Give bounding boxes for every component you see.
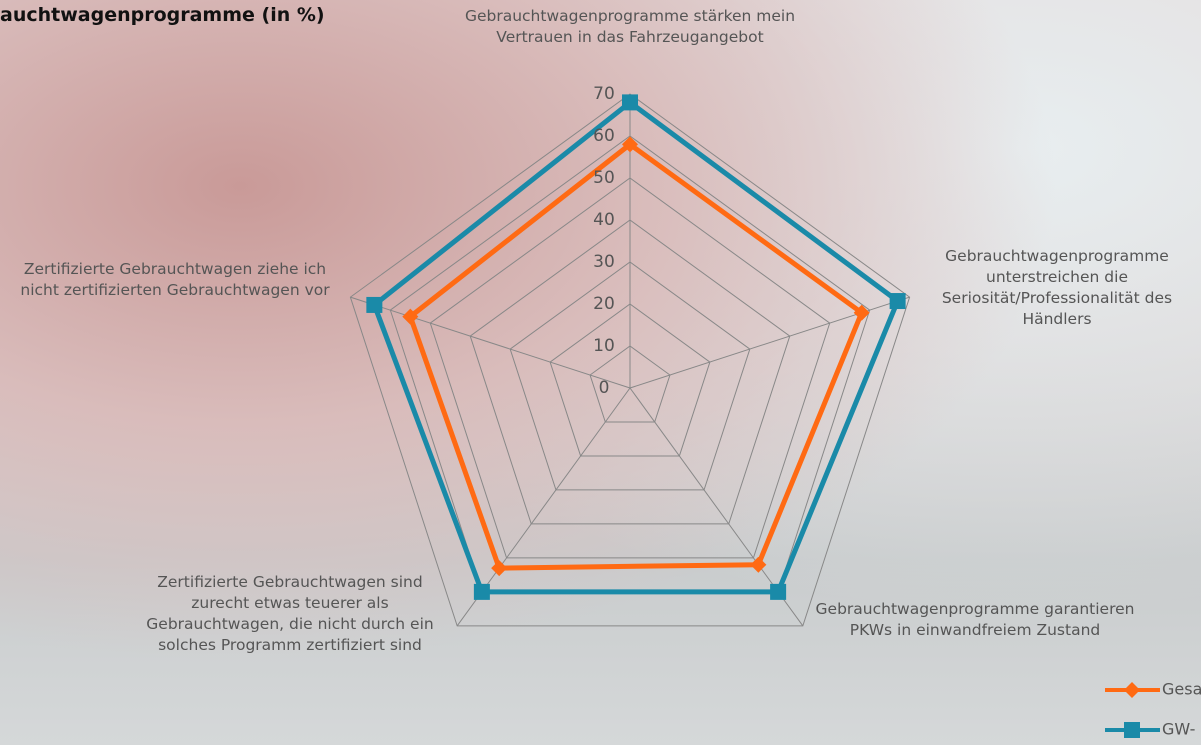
data-point	[853, 304, 870, 321]
y-tick-label: 70	[593, 84, 615, 104]
data-point	[622, 94, 638, 111]
grid-line	[589, 345, 671, 423]
y-tick-label: 50	[593, 168, 615, 188]
legend-marker	[1124, 722, 1140, 738]
spoke	[350, 296, 631, 389]
grid-line	[429, 177, 831, 559]
series-line	[371, 99, 901, 595]
category-label: Zertifizierte Gebrauchtwagen ziehe ich n…	[20, 260, 330, 299]
data-point	[750, 556, 767, 573]
data-point	[622, 136, 638, 153]
data-point	[491, 560, 508, 577]
data-point	[402, 308, 419, 325]
grid-line	[509, 261, 751, 491]
y-tick-label: 20	[593, 294, 615, 314]
category-label: Gebrauchtwagenprogramme stärken mein Ver…	[464, 7, 796, 46]
category-label: Zertifizierte Gebrauchtwagen sind zurech…	[146, 573, 434, 654]
grid-line	[549, 303, 711, 457]
legend-label: GW-	[1162, 720, 1195, 739]
chart-title: auchtwagenprogramme (in %)	[0, 4, 325, 26]
y-tick-label: 10	[593, 336, 615, 356]
y-tick-label: 0	[599, 378, 610, 398]
y-tick-label: 30	[593, 252, 615, 272]
y-tick-label: 40	[593, 210, 615, 230]
data-point	[889, 293, 906, 310]
legend-marker	[1124, 682, 1140, 698]
category-label: Gebrauchtwagenprogramme garantieren PKWs…	[815, 600, 1135, 639]
data-point	[366, 296, 383, 313]
y-tick-label: 60	[593, 126, 615, 146]
series-line	[407, 141, 865, 571]
data-point	[770, 583, 787, 600]
category-label: Gebrauchtwagenprogramme unterstreichen d…	[941, 247, 1173, 328]
legend-label: Gesa	[1162, 680, 1201, 699]
data-point	[473, 583, 490, 600]
grid-line	[469, 219, 791, 525]
grid-line	[349, 93, 911, 627]
